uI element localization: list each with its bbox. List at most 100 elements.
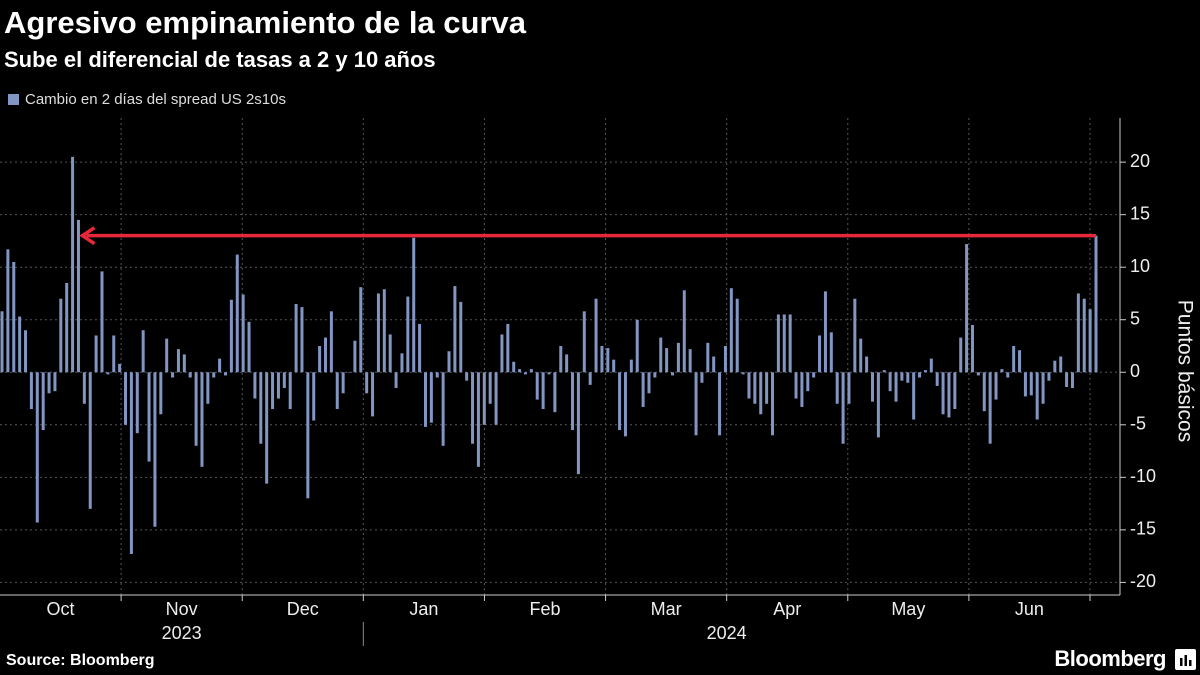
x-tick-label: Mar [651,599,682,619]
bar [500,334,504,373]
bar [271,372,275,410]
bar [282,372,286,389]
bar [1012,345,1016,373]
bar [1070,372,1074,389]
bar [447,351,451,373]
bar [835,372,839,404]
bar [847,372,851,404]
bar [676,342,680,373]
bar [700,372,704,383]
year-label: 2024 [707,623,747,643]
bar [994,372,998,400]
bar [88,372,92,509]
bar [312,372,316,421]
bar [571,372,575,431]
bar [970,324,974,373]
bar [553,372,557,413]
bar [512,361,516,373]
bar [41,372,45,431]
bar [176,349,180,373]
y-tick-label: 0 [1130,361,1140,381]
bar [559,345,563,373]
bar [1065,372,1069,387]
bar [129,372,133,555]
bar [641,372,645,407]
y-tick-label: -15 [1130,519,1156,539]
x-tick-label: Feb [529,599,560,619]
bar [782,314,786,373]
bar [482,372,486,425]
bar [576,372,580,475]
bar [747,372,751,399]
bar [435,372,439,378]
bar [165,338,169,373]
bar [212,372,216,378]
bar [588,372,592,385]
y-tick-label: 20 [1130,151,1150,171]
bar [523,372,527,375]
bar [406,296,410,373]
bar [159,372,163,415]
bar [488,372,492,404]
bar [418,323,422,373]
bar [200,372,204,467]
bar [347,372,351,373]
bar [771,372,775,436]
bar [918,372,922,378]
bar [806,372,810,392]
x-tick-label: Dec [287,599,319,619]
brand-icon-bar [1184,655,1187,666]
bar [306,372,310,499]
grid [0,118,1120,595]
x-tick-label: May [891,599,925,619]
bar [582,311,586,373]
bar [729,288,733,373]
bar [476,372,480,467]
x-tick-label: Apr [773,599,801,619]
bar [929,358,933,373]
bar [471,372,475,444]
bar [235,254,239,373]
bar [706,342,710,373]
bar [65,282,69,373]
bar [759,372,763,415]
bar [394,372,398,389]
bar [600,345,604,373]
bar [723,345,727,373]
bar [318,345,322,373]
bar [465,372,469,381]
bar [1088,309,1092,373]
bar [565,354,569,373]
bar [382,289,386,373]
bar [894,372,898,402]
bar [829,332,833,373]
chart-title: Agresivo empinamiento de la curva [4,5,527,40]
bar [635,319,639,373]
bar [1047,372,1051,381]
bar [241,294,245,373]
bar [388,334,392,373]
y-tick-label: -10 [1130,466,1156,486]
arrow-head [79,226,96,246]
bar [765,372,769,404]
bar [118,363,122,373]
bar [1082,298,1086,373]
bar [494,372,498,425]
bar [294,303,298,373]
bar [124,372,128,425]
bar [253,372,257,399]
bar [182,354,186,373]
y-tick-label: 15 [1130,203,1150,223]
bar [518,369,522,373]
bar [400,353,404,373]
bar [206,372,210,404]
bar [776,314,780,373]
bar [1076,293,1080,373]
bar [900,372,904,381]
bar [935,372,939,386]
bar [453,286,457,373]
bar [100,271,104,373]
bar [365,372,369,394]
bar [147,372,151,462]
